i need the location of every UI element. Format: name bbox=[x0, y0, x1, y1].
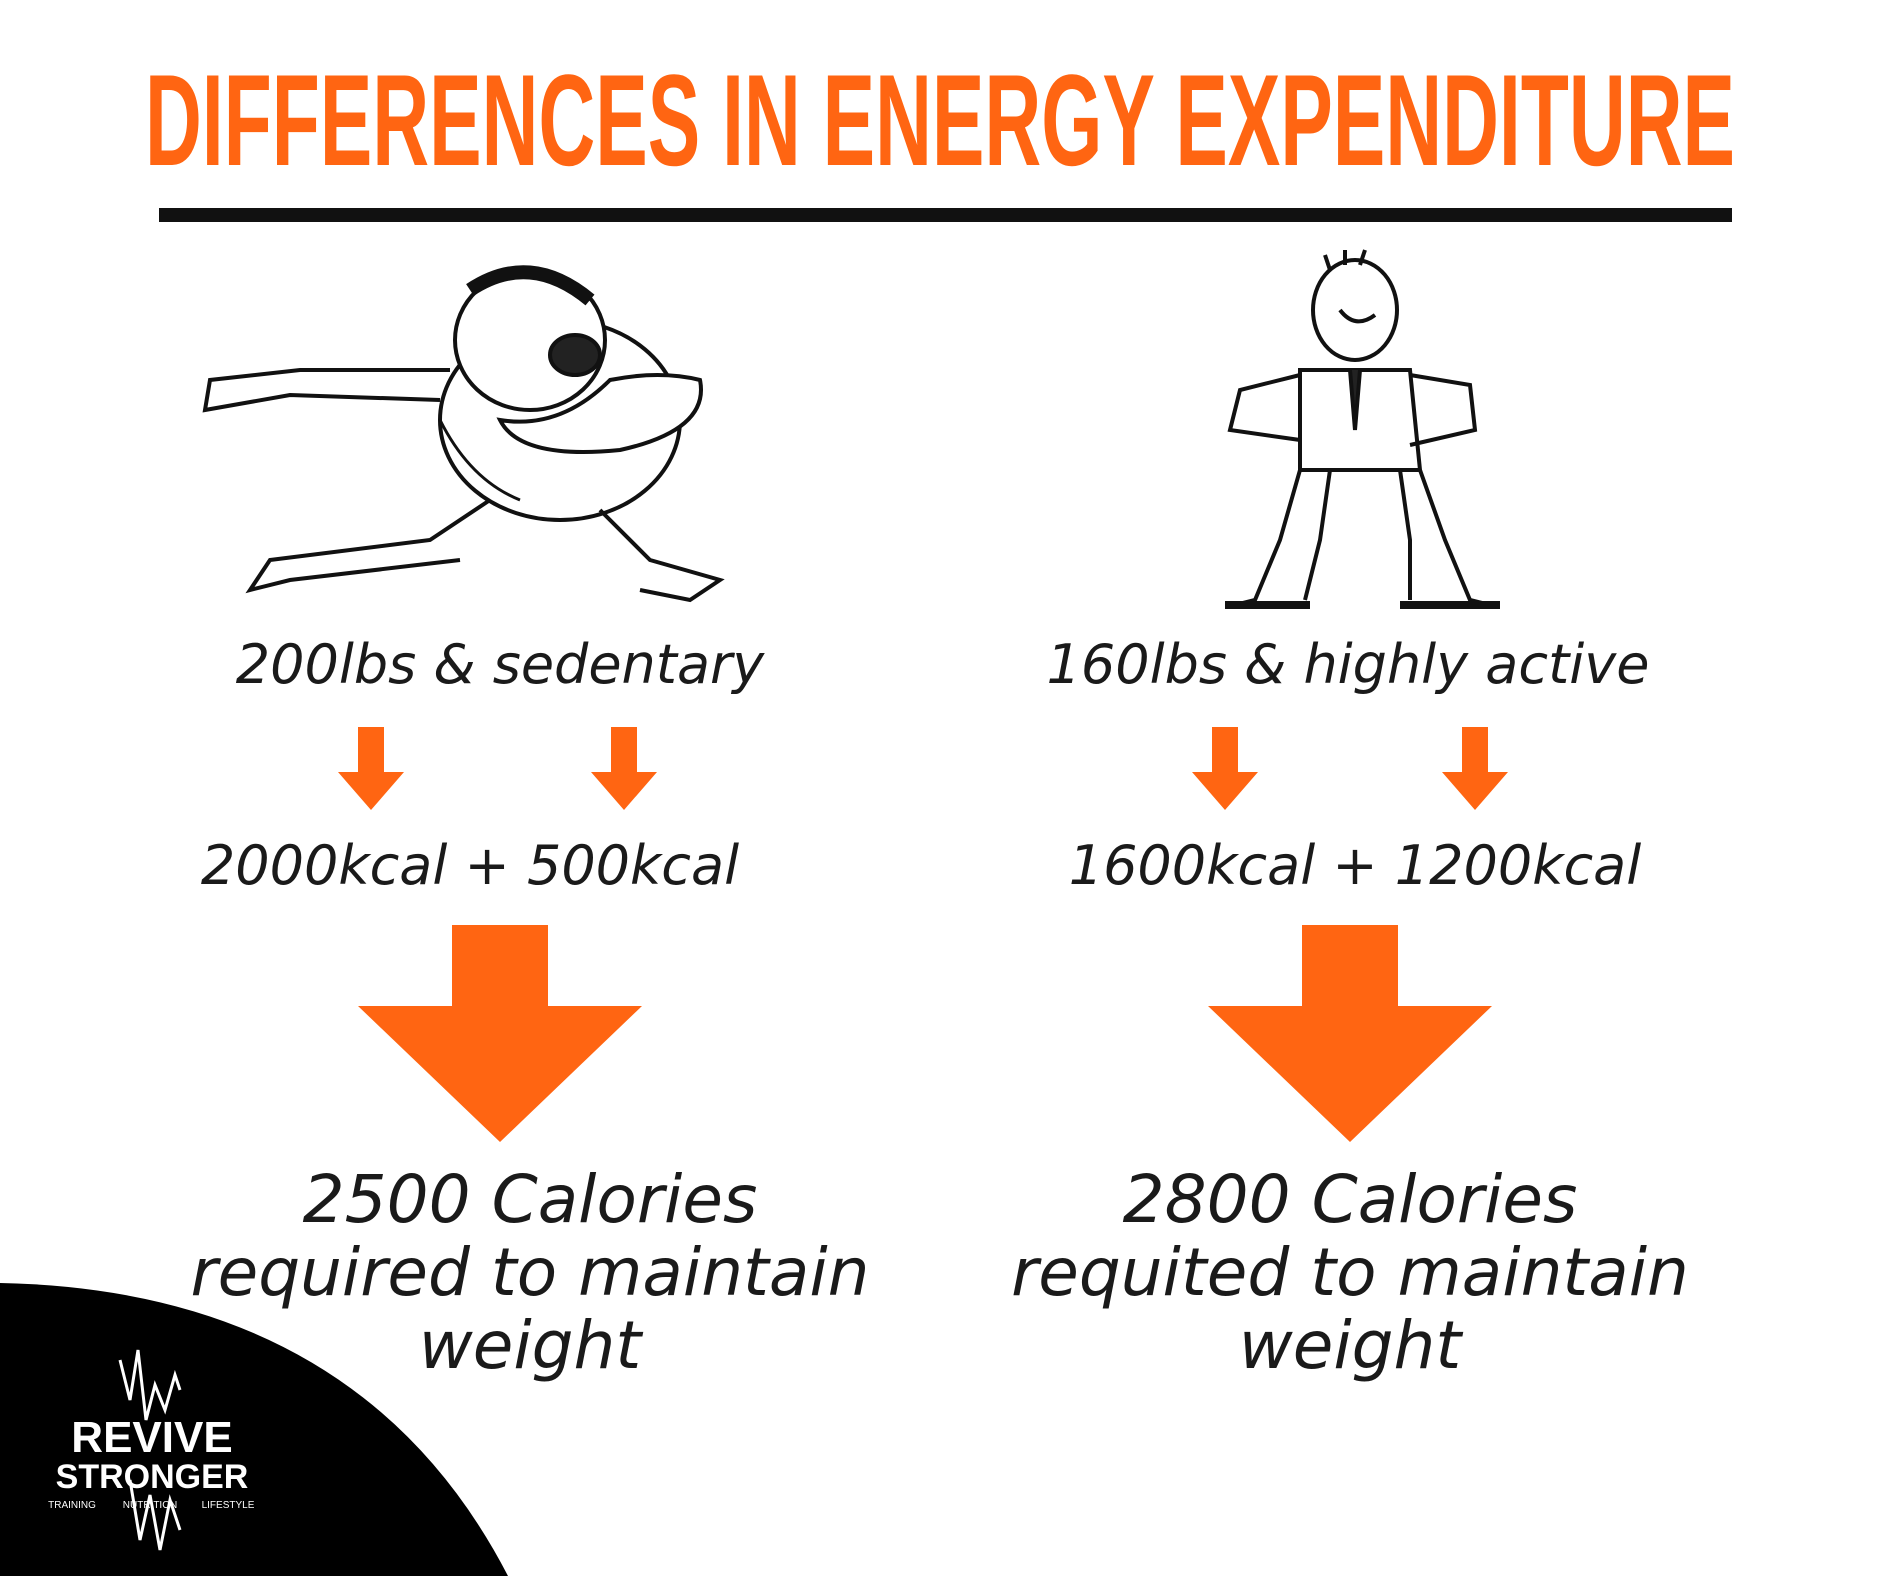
big-arrow bbox=[358, 925, 642, 1142]
column-left: 200lbs & sedentary 2000kcal + 500kcal 25… bbox=[190, 633, 869, 1384]
small-arrow bbox=[1442, 727, 1508, 810]
title-rule bbox=[159, 208, 1732, 222]
illustration-left bbox=[202, 265, 725, 603]
small-arrow bbox=[591, 727, 657, 810]
illustration-right bbox=[1225, 249, 1500, 609]
result-line: required to maintain bbox=[190, 1234, 869, 1311]
logo-tagline: LIFESTYLE bbox=[202, 1500, 255, 1511]
small-arrow bbox=[338, 727, 404, 810]
title: DIFFERENCES IN ENERGY EXPENDITURE bbox=[145, 47, 1735, 193]
logo-tagline: NUTRITION bbox=[123, 1500, 177, 1511]
profile: 200lbs & sedentary bbox=[236, 633, 765, 696]
logo-pulse bbox=[118, 1349, 182, 1421]
breakdown: 1600kcal + 1200kcal bbox=[1069, 834, 1642, 897]
result-line: weight bbox=[1239, 1307, 1464, 1384]
logo-name: REVIVE bbox=[71, 1413, 232, 1462]
logo-corner bbox=[0, 1283, 508, 1576]
result-line: 2800 Calories bbox=[1123, 1161, 1578, 1238]
column-right: 160lbs & highly active 1600kcal + 1200kc… bbox=[1011, 633, 1689, 1384]
logo: REVIVE STRONGER TRAINING NUTRITION LIFES… bbox=[0, 1283, 508, 1576]
result-line: 2500 Calories bbox=[303, 1161, 758, 1238]
profile: 160lbs & highly active bbox=[1047, 633, 1650, 696]
result-line: weight bbox=[419, 1307, 644, 1384]
logo-pulse bbox=[128, 1479, 182, 1551]
big-arrow bbox=[1208, 925, 1492, 1142]
logo-tagline: TRAINING bbox=[48, 1500, 96, 1511]
small-arrow bbox=[1192, 727, 1258, 810]
breakdown: 2000kcal + 500kcal bbox=[201, 834, 739, 897]
result-line: requited to maintain bbox=[1011, 1234, 1689, 1311]
logo-name: STRONGER bbox=[56, 1458, 249, 1496]
